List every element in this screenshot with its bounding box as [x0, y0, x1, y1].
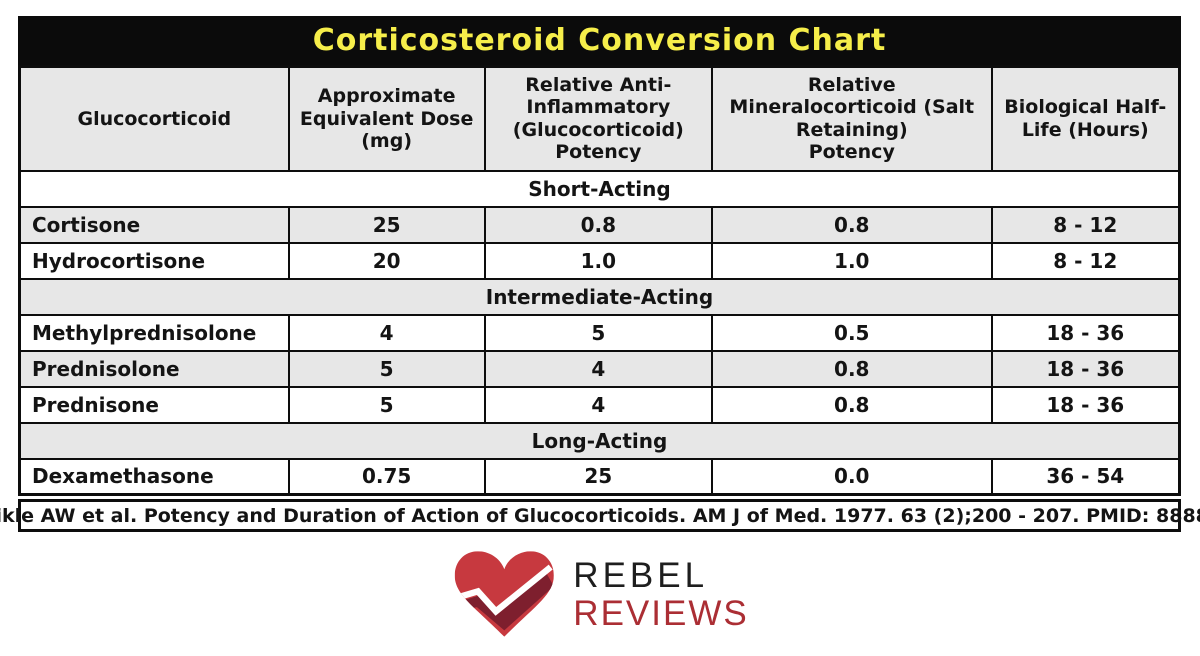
rebel-reviews-logo: REBEL REVIEWS — [451, 546, 748, 643]
dose-cell: 4 — [287, 313, 486, 352]
heart-pulse-icon — [454, 551, 554, 637]
half-life-cell: 18 - 36 — [990, 313, 1181, 352]
table-row-prednisone: Prednisone 5 4 0.8 18 - 36 — [18, 385, 1181, 424]
logo-line-rebel: REBEL — [573, 555, 709, 595]
section-row-long-acting: Long-Acting — [18, 421, 1181, 460]
citation-text: Meikle AW et al. Potency and Duration of… — [0, 504, 1200, 527]
mineralocorticoid-cell: 1.0 — [711, 241, 993, 280]
section-label: Intermediate-Acting — [18, 277, 1181, 316]
section-row-short-acting: Short-Acting — [18, 169, 1181, 208]
dose-cell: 20 — [287, 241, 486, 280]
dose-cell: 5 — [287, 385, 486, 424]
antiinflammatory-cell: 25 — [483, 457, 714, 496]
dose-cell: 0.75 — [287, 457, 486, 496]
drug-name-cell: Methylprednisolone — [18, 313, 290, 352]
page-title: Corticosteroid Conversion Chart — [312, 23, 887, 58]
table-header-row: Glucocorticoid Approximate Equivalent Do… — [18, 65, 1181, 172]
conversion-table: Glucocorticoid Approximate Equivalent Do… — [18, 65, 1181, 496]
mineralocorticoid-cell: 0.8 — [711, 385, 993, 424]
half-life-cell: 36 - 54 — [990, 457, 1181, 496]
table-row-dexamethasone: Dexamethasone 0.75 25 0.0 36 - 54 — [18, 457, 1181, 496]
mineralocorticoid-cell: 0.5 — [711, 313, 993, 352]
half-life-cell: 8 - 12 — [990, 205, 1181, 244]
column-header-half-life: Biological Half- Life (Hours) — [990, 65, 1181, 172]
section-label: Short-Acting — [18, 169, 1181, 208]
mineralocorticoid-cell: 0.0 — [711, 457, 993, 496]
column-header-equivalent-dose: Approximate Equivalent Dose (mg) — [287, 65, 486, 172]
section-label: Long-Acting — [18, 421, 1181, 460]
dose-cell: 25 — [287, 205, 486, 244]
half-life-cell: 18 - 36 — [990, 349, 1181, 388]
table-row-prednisolone: Prednisolone 5 4 0.8 18 - 36 — [18, 349, 1181, 388]
antiinflammatory-cell: 5 — [483, 313, 714, 352]
section-row-intermediate-acting: Intermediate-Acting — [18, 277, 1181, 316]
antiinflammatory-cell: 4 — [483, 349, 714, 388]
drug-name-cell: Prednisolone — [18, 349, 290, 388]
table-row-hydrocortisone: Hydrocortisone 20 1.0 1.0 8 - 12 — [18, 241, 1181, 280]
drug-name-cell: Dexamethasone — [18, 457, 290, 496]
dose-cell: 5 — [287, 349, 486, 388]
chart-title-bar: Corticosteroid Conversion Chart — [18, 16, 1181, 65]
mineralocorticoid-cell: 0.8 — [711, 349, 993, 388]
column-header-mineralocorticoid-potency: Relative Mineralocorticoid (Salt Retaini… — [711, 65, 993, 172]
column-header-glucocorticoid: Glucocorticoid — [18, 65, 290, 172]
table-row-methylprednisolone: Methylprednisolone 4 5 0.5 18 - 36 — [18, 313, 1181, 352]
column-header-antiinflammatory-potency: Relative Anti- Inflammatory (Glucocortic… — [483, 65, 714, 172]
conversion-chart: Corticosteroid Conversion Chart Glucocor… — [0, 16, 1200, 532]
citation-bar: Meikle AW et al. Potency and Duration of… — [0, 499, 1200, 532]
half-life-cell: 18 - 36 — [990, 385, 1181, 424]
mineralocorticoid-cell: 0.8 — [711, 205, 993, 244]
table-row-cortisone: Cortisone 25 0.8 0.8 8 - 12 — [18, 205, 1181, 244]
logo-wordmark: REBEL REVIEWS — [573, 555, 749, 633]
drug-name-cell: Prednisone — [18, 385, 290, 424]
logo-line-reviews: REVIEWS — [573, 593, 749, 633]
antiinflammatory-cell: 4 — [483, 385, 714, 424]
antiinflammatory-cell: 1.0 — [483, 241, 714, 280]
half-life-cell: 8 - 12 — [990, 241, 1181, 280]
drug-name-cell: Hydrocortisone — [18, 241, 290, 280]
antiinflammatory-cell: 0.8 — [483, 205, 714, 244]
drug-name-cell: Cortisone — [18, 205, 290, 244]
